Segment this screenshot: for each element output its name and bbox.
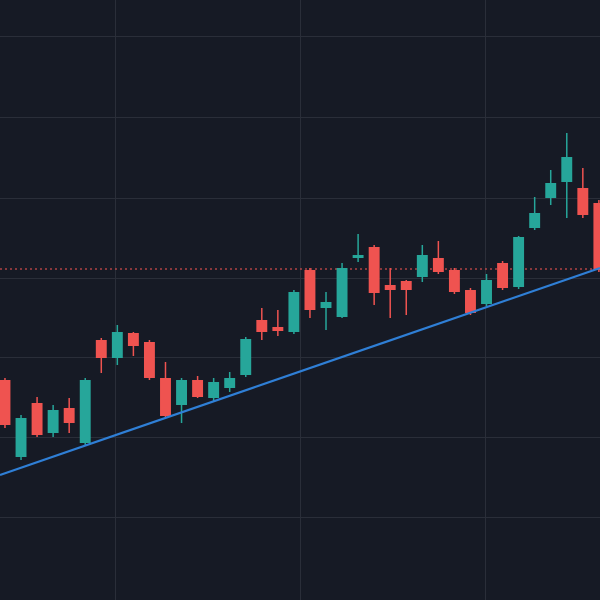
candle-body (79, 380, 91, 443)
candle-body (192, 380, 204, 397)
candle-body (288, 292, 300, 332)
candle-body (31, 403, 43, 435)
candle-body (304, 270, 316, 310)
candle-body (529, 213, 541, 228)
candle-body (63, 408, 75, 423)
candle-body (240, 339, 252, 375)
candle-body (208, 382, 220, 398)
candle-body (577, 188, 589, 215)
candle-body (47, 410, 59, 433)
candle-body (320, 302, 332, 308)
candle-body (465, 290, 476, 313)
candle-body (256, 320, 268, 332)
candle-body (368, 247, 380, 293)
candle-body (384, 285, 396, 290)
trend-line (0, 266, 600, 477)
candle-body (432, 258, 444, 272)
candle-body (593, 203, 600, 270)
candle-body (143, 342, 155, 378)
candle-body (416, 255, 428, 277)
candle-body (497, 263, 509, 288)
candle-body (224, 378, 236, 388)
candle-body (448, 270, 460, 292)
candle-body (15, 418, 27, 457)
candle-body (352, 255, 364, 258)
candle-body (272, 327, 284, 331)
candle-body (127, 333, 139, 346)
candle-body (95, 340, 107, 358)
candle-body (561, 157, 573, 182)
candle-body (160, 378, 171, 416)
candle-body (400, 281, 412, 290)
candle-body (111, 332, 123, 358)
candle-body (481, 280, 492, 304)
candle-body (513, 237, 525, 287)
candle-body (0, 380, 11, 425)
candle-body (545, 183, 557, 198)
candle-body (176, 380, 187, 405)
candle-body (336, 268, 348, 317)
